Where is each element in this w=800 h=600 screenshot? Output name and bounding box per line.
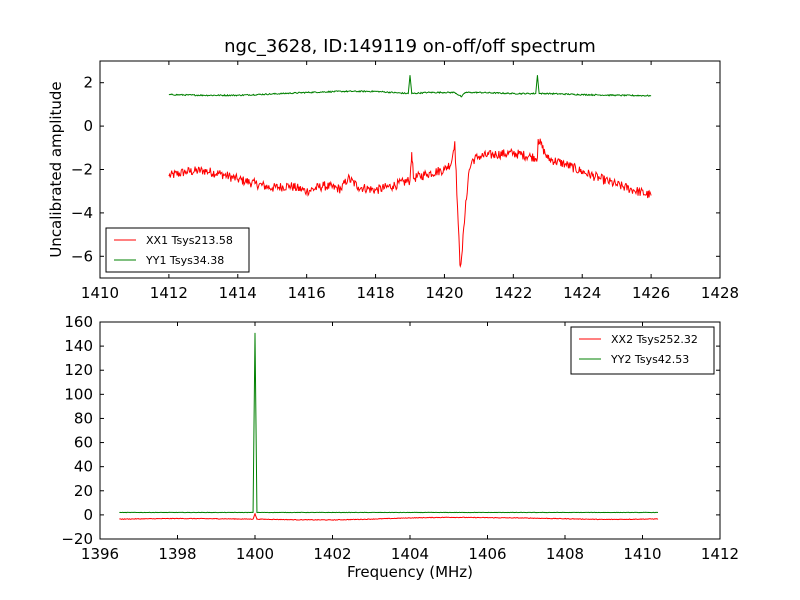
y-axis-label: Uncalibrated amplitude (47, 81, 65, 257)
y-tick-label: 40 (74, 458, 93, 476)
y-tick-label: 120 (64, 361, 93, 379)
y-tick-label: 0 (83, 506, 93, 524)
series-line-yy1 (168, 75, 652, 98)
y-tick-label: −2 (71, 161, 93, 179)
x-tick-label: 1396 (81, 545, 119, 563)
x-tick-label: 1408 (546, 545, 584, 563)
x-tick-label: 1426 (632, 284, 670, 302)
x-tick-label: 1416 (288, 284, 326, 302)
x-tick-label: 1398 (158, 545, 196, 563)
y-tick-label: 60 (74, 434, 93, 452)
legend: XX2 Tsys252.32 YY2 Tsys42.53 (570, 326, 715, 375)
top-spectrum-panel: 1410 1412 1414 1416 1418 1420 1422 1424 1426 1428… (47, 60, 739, 302)
legend-entry: YY2 Tsys42.53 (610, 353, 689, 366)
x-tick-label: 1410 (81, 284, 119, 302)
series-line-yy2 (119, 332, 659, 514)
y-tick-label: 0 (83, 117, 93, 135)
x-tick-label: 1404 (391, 545, 429, 563)
y-tick-label: −6 (71, 247, 93, 265)
y-tick-label: 2 (83, 74, 93, 92)
y-tick-label: −4 (71, 204, 93, 222)
legend: XX1 Tsys213.58 YY1 Tsys34.38 (105, 227, 250, 273)
bottom-spectrum-panel: 1396 1398 1400 1402 1404 1406 1408 1410 14121601… (61, 313, 739, 581)
x-tick-label: 1400 (236, 545, 274, 563)
series-line-xx1 (168, 138, 652, 268)
y-tick-label: 20 (74, 482, 93, 500)
x-tick-label: 1410 (623, 545, 661, 563)
y-tick-label: 160 (64, 313, 93, 331)
x-tick-label: 1420 (425, 284, 463, 302)
x-tick-label: 1406 (468, 545, 506, 563)
y-tick-label: 100 (64, 385, 93, 403)
y-tick-label: −20 (61, 530, 93, 548)
x-axis-label: Frequency (MHz) (347, 563, 473, 581)
legend-box (570, 326, 715, 375)
x-tick-label: 1418 (356, 284, 394, 302)
x-tick-label: 1428 (701, 284, 739, 302)
series-line-xx2 (119, 512, 659, 521)
x-tick-label: 1422 (494, 284, 532, 302)
x-tick-label: 1412 (150, 284, 188, 302)
y-tick-label: 80 (74, 409, 93, 427)
legend-entry: XX1 Tsys213.58 (146, 234, 233, 247)
x-tick-label: 1414 (219, 284, 257, 302)
x-tick-label: 1412 (701, 545, 739, 563)
legend-entry: YY1 Tsys34.38 (145, 254, 224, 267)
x-tick-label: 1424 (563, 284, 601, 302)
legend-box (105, 227, 250, 273)
legend-entry: XX2 Tsys252.32 (611, 333, 698, 346)
y-tick-label: 140 (64, 337, 93, 355)
x-tick-label: 1402 (313, 545, 351, 563)
chart-title: ngc_3628, ID:149119 on-off/off spectrum (224, 36, 596, 57)
